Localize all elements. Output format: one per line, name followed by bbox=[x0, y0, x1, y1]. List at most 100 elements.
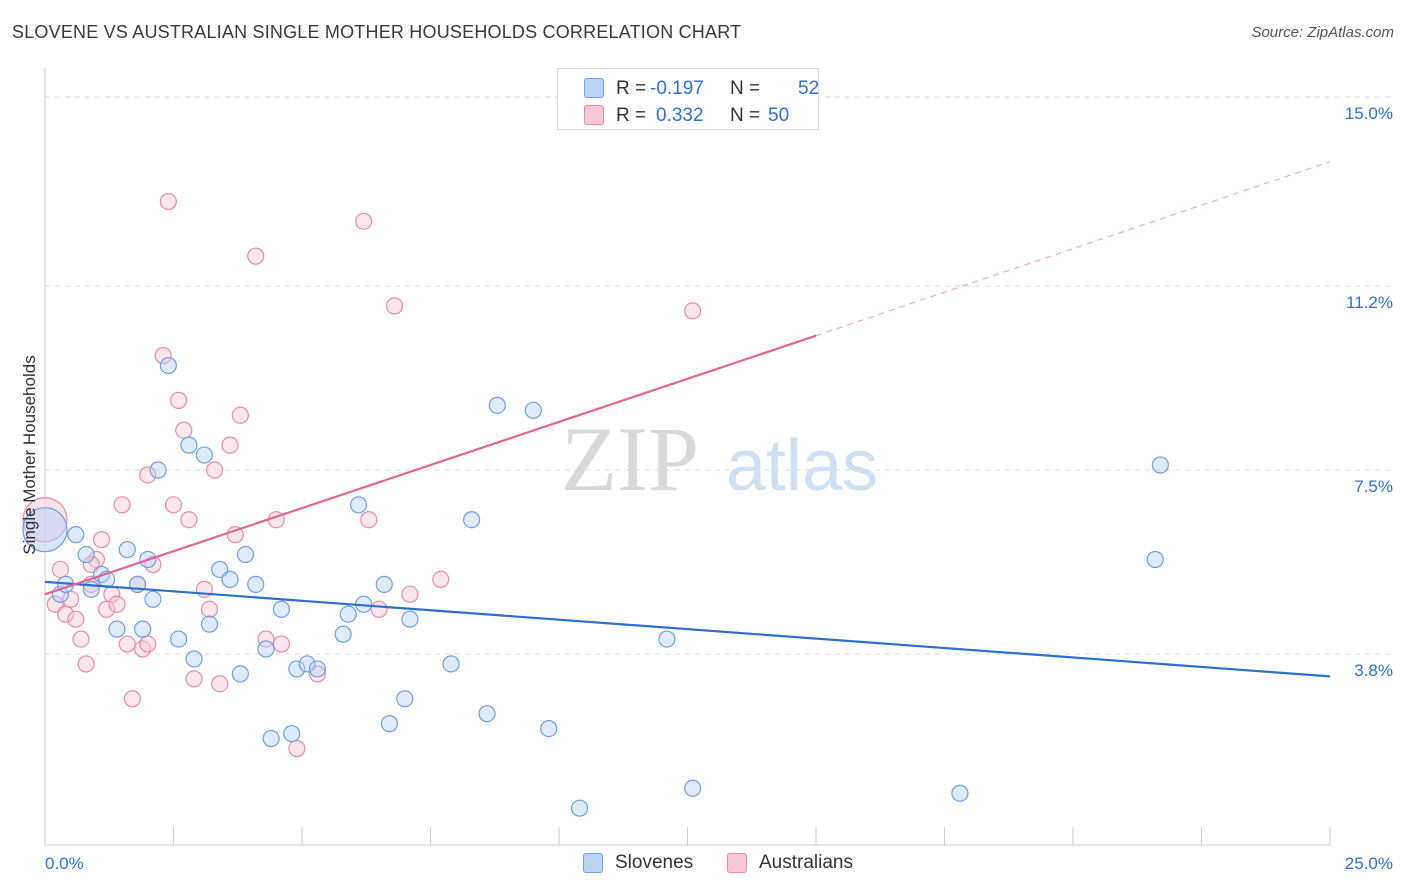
australians-point bbox=[123, 690, 141, 708]
australians-point bbox=[159, 192, 177, 211]
slovenes-point bbox=[159, 356, 177, 375]
x-tick-label: 25.0% bbox=[1345, 854, 1393, 873]
slovenes-point bbox=[478, 705, 496, 723]
legend-label-australians: Australians bbox=[759, 852, 853, 873]
australians-point bbox=[185, 670, 203, 688]
australians-point bbox=[98, 600, 116, 618]
australians-point bbox=[134, 640, 152, 658]
slovenes-point bbox=[540, 719, 558, 738]
australians-point bbox=[180, 511, 198, 529]
slovenes-point bbox=[221, 570, 239, 589]
slovenes-swatch bbox=[584, 78, 604, 98]
australians-point bbox=[118, 635, 136, 653]
slovenes-point bbox=[396, 690, 414, 708]
australians-point bbox=[370, 600, 388, 618]
slovenes-point bbox=[380, 715, 398, 733]
australians-point bbox=[87, 550, 106, 569]
australians-point bbox=[432, 570, 450, 589]
trendlines bbox=[44, 161, 1331, 678]
slovenes-point bbox=[108, 620, 126, 638]
slovenes-point bbox=[180, 436, 198, 454]
n-label: N = bbox=[730, 78, 761, 99]
australians-point bbox=[154, 347, 172, 365]
australians-point bbox=[113, 496, 131, 514]
australians-point bbox=[355, 212, 373, 230]
australians-point bbox=[385, 297, 404, 315]
slovenes-points bbox=[22, 356, 1169, 817]
slovenes-point bbox=[1146, 550, 1164, 569]
australians-point bbox=[56, 605, 75, 623]
australians-point bbox=[211, 675, 229, 693]
australians-point bbox=[170, 391, 188, 409]
australians-legend-swatch bbox=[727, 853, 747, 873]
slovenes-point bbox=[262, 729, 280, 748]
y-tick-label: 3.8% bbox=[1354, 661, 1393, 680]
australians-point bbox=[206, 461, 224, 479]
slovenes-point bbox=[349, 496, 368, 514]
y-axis-label: Single Mother Households bbox=[20, 355, 39, 554]
slovenes-point bbox=[231, 665, 249, 683]
slovenes-point bbox=[247, 575, 265, 593]
n-value-slovenes: 52 bbox=[798, 78, 820, 99]
australians-point bbox=[247, 247, 265, 265]
australians-point bbox=[62, 590, 80, 608]
australians-point bbox=[72, 630, 90, 648]
slovenes-point bbox=[684, 779, 702, 797]
australians-point bbox=[200, 600, 219, 618]
australians-point bbox=[139, 635, 157, 653]
australians-point bbox=[82, 555, 100, 574]
slovenes-point bbox=[118, 540, 136, 559]
australians-point bbox=[231, 406, 249, 424]
r-value-australians: 0.332 bbox=[656, 105, 704, 126]
slovenes-point bbox=[339, 605, 357, 623]
australians-swatch bbox=[584, 105, 604, 125]
slovenes-point bbox=[134, 620, 152, 638]
slovenes-point bbox=[442, 655, 460, 673]
australians-point bbox=[684, 302, 702, 320]
australians-point bbox=[51, 560, 70, 579]
slovenes-point bbox=[298, 655, 316, 673]
slovenes-point bbox=[951, 784, 969, 802]
watermark-zip: ZIP bbox=[561, 408, 699, 510]
australians-point bbox=[226, 526, 244, 544]
australians-point bbox=[92, 531, 111, 549]
slovenes-point bbox=[463, 511, 481, 529]
slovenes-point bbox=[200, 615, 219, 633]
y-tick-label: 15.0% bbox=[1345, 104, 1393, 123]
slovenes-point bbox=[658, 630, 676, 648]
y-tick-label: 7.5% bbox=[1354, 477, 1393, 496]
r-value-slovenes: -0.197 bbox=[650, 78, 704, 99]
australians-point bbox=[77, 655, 95, 673]
legend-label-slovenes: Slovenes bbox=[615, 852, 694, 873]
slovenes-point bbox=[488, 396, 506, 414]
australians-point bbox=[175, 421, 193, 439]
watermark-atlas: atlas bbox=[726, 426, 878, 506]
australians-point bbox=[308, 665, 327, 683]
slovenes-point bbox=[283, 724, 301, 743]
australians-point bbox=[401, 585, 419, 603]
slovenes-point bbox=[334, 625, 352, 643]
slovenes-point bbox=[82, 580, 100, 598]
slovenes-point bbox=[149, 461, 167, 479]
australians-point bbox=[360, 511, 378, 529]
slovenes-point bbox=[170, 630, 188, 648]
slovenes-point bbox=[77, 545, 95, 564]
australians-point bbox=[272, 635, 291, 653]
y-tick-label: 11.2% bbox=[1346, 293, 1393, 312]
australians-trendline-extension bbox=[815, 161, 1331, 337]
australians-point bbox=[67, 610, 85, 628]
slovenes-point bbox=[257, 640, 275, 658]
slovenes-point bbox=[195, 446, 213, 464]
slovenes-point bbox=[236, 545, 255, 564]
n-label: N = bbox=[730, 105, 761, 126]
slovenes-point bbox=[401, 610, 419, 628]
tick-labels: 3.8% 7.5% 11.2% 15.0% 0.0% 25.0% bbox=[45, 104, 1393, 873]
australians-point bbox=[257, 630, 275, 648]
slovenes-point bbox=[570, 799, 589, 817]
australians-points bbox=[22, 192, 702, 758]
chart-title: SLOVENE VS AUSTRALIAN SINGLE MOTHER HOUS… bbox=[12, 22, 742, 42]
slovenes-point bbox=[524, 401, 542, 419]
axes bbox=[44, 68, 1331, 846]
slovenes-point bbox=[288, 660, 306, 678]
